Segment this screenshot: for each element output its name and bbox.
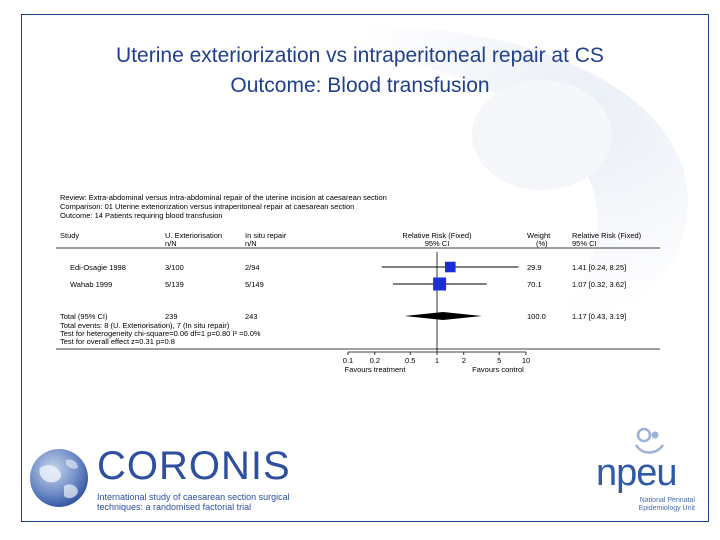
- slide-frame: [21, 14, 709, 522]
- total-treatment: 239: [165, 312, 178, 321]
- col-weight-sub: (%): [536, 239, 548, 248]
- col-rr2-sub: 95% CI: [572, 239, 597, 248]
- study-weight: 70.1: [527, 280, 542, 289]
- background-swoosh: [282, 26, 688, 365]
- total-events-text: Total events: 8 (U. Exteriorisation), 7 …: [60, 321, 230, 330]
- study-name: Edi-Osagie 1998: [70, 263, 126, 272]
- npeu-emblem-icon: [634, 427, 665, 454]
- total-label: Total (95% CI): [60, 312, 108, 321]
- treatment-count: 3/100: [165, 263, 184, 272]
- heterogeneity-text: Test for heterogeneity chi-square=0.06 d…: [60, 329, 261, 338]
- study-rr-text: 1.07 [0.32, 3.62]: [572, 280, 626, 289]
- study-name: Wahab 1999: [70, 280, 112, 289]
- favours-right: Favours control: [472, 365, 524, 374]
- overall-effect-text: Test for overall effect z=0.31 p=0.8: [60, 337, 175, 346]
- npeu-logo-text: npeu: [596, 452, 678, 494]
- col-rr: Relative Risk (Fixed): [402, 231, 472, 240]
- col-weight: Weight: [527, 231, 551, 240]
- col-treatment-sub: n/N: [165, 239, 177, 248]
- x-tick-label: 2: [462, 356, 466, 365]
- col-rr-sub: 95% CI: [425, 239, 450, 248]
- coronis-tagline: International study of caesarean section…: [97, 492, 290, 512]
- x-tick-label: 1: [435, 356, 439, 365]
- study-rr-text: 1.41 [0.24, 8.25]: [572, 263, 626, 272]
- favours-left: Favours treatment: [345, 365, 407, 374]
- npeu-tagline: National Perinatal Epidemiology Unit: [638, 497, 695, 512]
- total-rr-text: 1.17 [0.43, 3.19]: [572, 312, 626, 321]
- coronis-logo-text: CORONIS: [97, 444, 291, 488]
- outcome-text: Outcome: 14 Patients requiring blood tra…: [60, 211, 223, 220]
- treatment-count: 5/139: [165, 280, 184, 289]
- col-study: Study: [60, 231, 79, 240]
- col-rr2: Relative Risk (Fixed): [572, 231, 642, 240]
- x-tick-label: 0.1: [343, 356, 353, 365]
- total-weight: 100.0: [527, 312, 546, 321]
- col-control: In situ repair: [245, 231, 287, 240]
- x-tick-label: 0.5: [405, 356, 415, 365]
- col-treatment: U. Exteriorisation: [165, 231, 222, 240]
- x-tick-label: 10: [522, 356, 530, 365]
- control-count: 2/94: [245, 263, 260, 272]
- slide-title-line2: Outcome: Blood transfusion: [230, 74, 490, 97]
- point-estimate-square: [444, 261, 456, 273]
- globe-icon: [30, 449, 88, 507]
- study-weight: 29.9: [527, 263, 542, 272]
- point-estimate-square: [433, 277, 447, 291]
- total-control: 243: [245, 312, 258, 321]
- x-tick-label: 0.2: [370, 356, 380, 365]
- forest-plot-marks: Edi-Osagie 1998 3/100 2/94 29.9 1.41 [0.24, …: [60, 252, 626, 365]
- comparison-text: Comparison: 01 Uterine exteriorization v…: [60, 202, 354, 211]
- x-tick-label: 5: [497, 356, 501, 365]
- review-text: Review: Extra-abdominal versus intra-abd…: [60, 193, 387, 202]
- pooled-diamond: [404, 312, 482, 320]
- forest-plot: Review: Extra-abdominal versus intra-abd…: [56, 193, 660, 374]
- slide-title-line1: Uterine exteriorization vs intraperitone…: [116, 44, 604, 67]
- control-count: 5/149: [245, 280, 264, 289]
- col-control-sub: n/N: [245, 239, 257, 248]
